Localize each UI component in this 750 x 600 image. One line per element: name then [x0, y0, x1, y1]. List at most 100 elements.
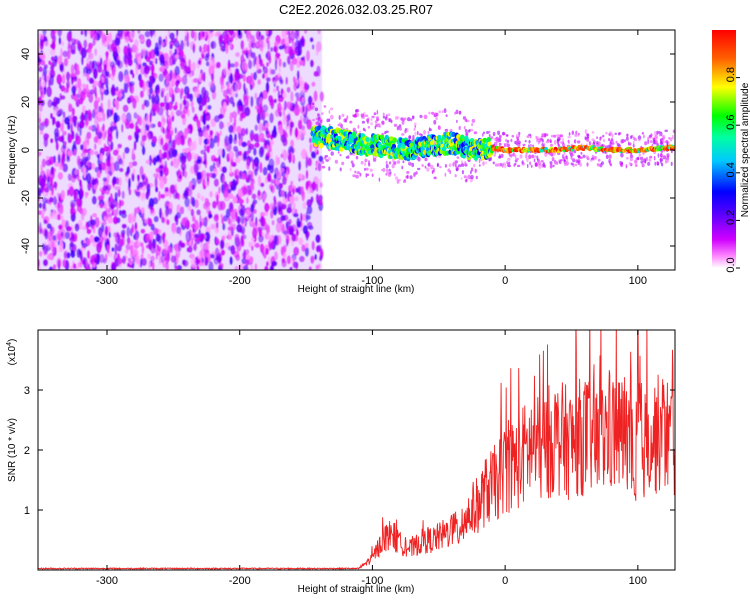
noise-blob	[56, 122, 61, 129]
colorbar-gradient	[712, 30, 736, 268]
noise-blob	[306, 50, 310, 62]
noise-blob	[294, 30, 299, 40]
noise-blob	[92, 107, 99, 116]
track-halo	[553, 140, 557, 145]
track-halo	[513, 163, 516, 167]
noise-blob	[183, 37, 187, 47]
noise-blob	[234, 82, 239, 93]
track-halo	[532, 144, 534, 148]
noise-blob	[86, 250, 91, 259]
noise-blob	[241, 104, 246, 114]
track-halo	[507, 157, 511, 161]
track-halo	[471, 167, 474, 172]
noise-blob	[205, 124, 210, 129]
track-halo	[637, 135, 642, 140]
noise-blob	[243, 265, 249, 270]
noise-blob	[137, 30, 141, 35]
noise-blob	[292, 76, 296, 83]
track-halo	[653, 155, 656, 161]
noise-blob	[144, 30, 151, 38]
colorbar-tick-label: 0.4	[725, 162, 737, 177]
noise-blob	[83, 166, 87, 179]
track-halo	[360, 160, 364, 165]
track-halo	[413, 122, 417, 126]
track-halo	[482, 161, 485, 166]
noise-blob	[44, 229, 49, 240]
noise-blob	[270, 179, 275, 184]
noise-blob	[286, 206, 293, 214]
colorbar-tick-label: 0.6	[725, 115, 737, 130]
track-halo	[500, 153, 504, 158]
noise-blob	[286, 119, 290, 127]
noise-blob	[170, 110, 175, 117]
snr-x-label: Height of straight line (km)	[298, 584, 415, 595]
track-halo	[416, 155, 420, 161]
noise-blob	[192, 216, 196, 222]
track-halo	[424, 165, 427, 169]
noise-blob	[141, 245, 145, 254]
noise-blob	[152, 227, 159, 236]
noise-blob	[198, 136, 203, 142]
noise-blob	[210, 40, 217, 50]
noise-blob	[150, 209, 156, 216]
noise-blob	[104, 130, 108, 135]
noise-blob	[229, 220, 233, 231]
noise-blob	[118, 209, 122, 216]
track-halo	[488, 130, 491, 134]
track-halo	[552, 164, 555, 168]
noise-blob	[250, 96, 254, 108]
noise-blob	[210, 253, 215, 259]
track-halo	[525, 153, 528, 156]
noise-blob	[244, 150, 250, 156]
noise-blob	[299, 60, 305, 66]
noise-blob	[74, 169, 79, 176]
noise-blob	[46, 155, 49, 161]
track-halo	[393, 123, 398, 127]
noise-blob	[243, 95, 249, 107]
noise-blob	[50, 112, 53, 120]
noise-blob	[165, 205, 170, 217]
noise-blob	[48, 266, 54, 270]
noise-blob	[137, 56, 142, 65]
noise-blob	[169, 130, 174, 136]
noise-blob	[225, 43, 229, 54]
track-halo	[321, 112, 324, 115]
chart-title: C2E2.2026.032.03.25.R07	[279, 2, 433, 17]
track-halo	[547, 138, 550, 142]
noise-blob	[197, 60, 201, 65]
track-halo	[465, 118, 468, 123]
noise-blob	[140, 228, 146, 234]
track-halo	[364, 158, 368, 163]
track-halo	[430, 164, 434, 170]
track-halo	[394, 176, 399, 180]
noise-blob	[273, 45, 277, 53]
noise-blob	[90, 219, 96, 226]
noise-blob	[223, 105, 227, 110]
noise-blob	[159, 102, 165, 108]
noise-blob	[86, 228, 92, 235]
noise-blob	[206, 181, 210, 188]
track-halo	[517, 164, 521, 168]
noise-blob	[245, 249, 250, 255]
noise-blob	[169, 83, 172, 95]
noise-blob	[39, 86, 44, 97]
noise-blob	[262, 192, 267, 202]
noise-blob	[178, 241, 182, 252]
track-halo	[596, 163, 600, 167]
track-halo	[389, 118, 392, 123]
track-halo	[413, 172, 416, 177]
noise-blob	[260, 212, 266, 217]
noise-blob	[58, 83, 62, 89]
noise-blob	[200, 195, 205, 202]
track-halo	[624, 139, 627, 142]
track-halo	[408, 161, 411, 165]
colorbar-tick-label: 0.0	[725, 257, 737, 272]
noise-blob	[205, 115, 211, 121]
noise-blob	[81, 242, 87, 249]
noise-blob	[310, 255, 315, 264]
noise-blob	[63, 251, 67, 260]
noise-blob	[46, 180, 50, 189]
noise-blob	[73, 263, 77, 269]
noise-blob	[300, 186, 305, 197]
track-halo	[449, 128, 453, 132]
